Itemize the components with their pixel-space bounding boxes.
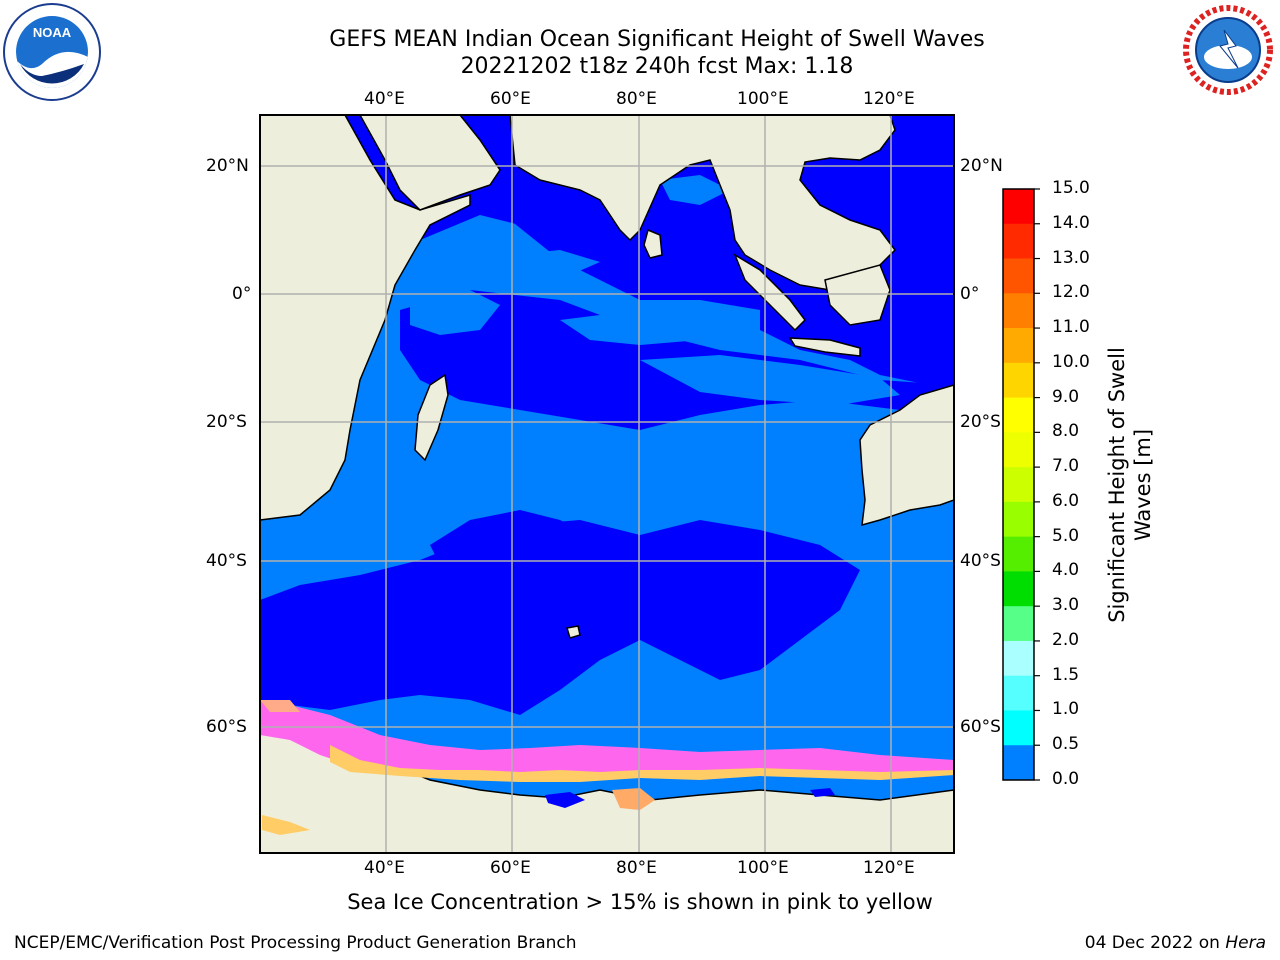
colorbar-segment — [1003, 675, 1034, 711]
land — [259, 114, 955, 854]
colorbar-segment — [1003, 501, 1034, 538]
colorbar-frame — [1002, 188, 1035, 781]
sea-ice-note-text: Sea Ice Concentration > 15% is shown in … — [347, 890, 933, 914]
host-name: Hera — [1225, 933, 1266, 953]
colorbar-segment — [1003, 571, 1034, 607]
nws-logo — [1182, 4, 1274, 96]
lat-tick-left: 20°S — [206, 412, 247, 432]
chart-subtitle: 20221202 t18z 240h fcst Max: 1.18 — [460, 54, 854, 79]
colorbar-segment — [1003, 189, 1034, 225]
colorbar — [1003, 189, 1034, 781]
colorbar-tick-label: 0.0 — [1052, 769, 1080, 789]
lon-tick-bottom: 40°E — [364, 858, 405, 878]
colorbar-segment — [1003, 397, 1034, 433]
colorbar-tick-label: 11.0 — [1052, 317, 1090, 338]
colorbar-tick-label: 15.0 — [1052, 178, 1090, 198]
lat-tick-right: 20°S — [960, 412, 1001, 432]
colorbar-title-line1: Significant Height of Swell — [1105, 347, 1129, 623]
swell-mid-patches — [410, 175, 900, 405]
colorbar-title-line2: Waves [m] — [1131, 428, 1155, 542]
lat-tick-right: 40°S — [960, 551, 1001, 571]
colorbar-tick-label: 4.0 — [1052, 560, 1080, 581]
colorbar-tick-label: 10.0 — [1052, 351, 1090, 372]
lon-tick-top: 100°E — [737, 89, 789, 109]
colorbar-tick-label: 5.0 — [1052, 525, 1080, 546]
lon-tick-top: 80°E — [616, 89, 657, 109]
date-text: 04 Dec 2022 on — [1084, 933, 1220, 953]
colorbar-segment — [1003, 467, 1034, 503]
colorbar-segment — [1003, 293, 1034, 329]
lon-tick-bottom: 120°E — [863, 858, 915, 878]
lon-tick-top: 40°E — [364, 89, 405, 109]
colorbar-tick-label: 0.5 — [1052, 734, 1080, 755]
colorbar-segment — [1003, 258, 1034, 294]
colorbar-tick-label: 1.5 — [1052, 664, 1080, 685]
colorbar-segment — [1003, 640, 1034, 677]
map-frame — [259, 114, 955, 854]
lon-tick-bottom: 60°E — [490, 858, 531, 878]
colorbar-tick-label: 7.0 — [1052, 456, 1080, 477]
lon-tick-bottom: 100°E — [737, 858, 789, 878]
lat-tick-right: 20°N — [960, 156, 1003, 176]
colorbar-segment — [1003, 710, 1034, 746]
lat-tick-left: 0° — [232, 284, 252, 304]
colorbar-tick-label: 3.0 — [1052, 595, 1080, 616]
lon-tick-top: 120°E — [863, 89, 915, 109]
colorbar-title: Significant Height of Swell Waves [m] — [1104, 347, 1156, 623]
colorbar-segment — [1003, 536, 1034, 572]
colorbar-ticks — [1034, 188, 1040, 781]
colorbar-tick-label: 14.0 — [1052, 212, 1090, 233]
colorbar-tick-label: 12.0 — [1052, 282, 1090, 303]
lat-tick-left: 20°N — [206, 156, 249, 176]
sea-ice-note: Sea Ice Concentration > 15% is shown in … — [0, 890, 1280, 914]
colorbar-segment — [1003, 328, 1034, 364]
credit-text: NCEP/EMC/Verification Post Processing Pr… — [14, 933, 577, 953]
lon-tick-bottom: 80°E — [616, 858, 657, 878]
colorbar-tick-label: 8.0 — [1052, 421, 1080, 442]
lon-tick-top: 60°E — [490, 89, 531, 109]
colorbar-tick-label: 13.0 — [1052, 247, 1090, 268]
lat-tick-right: 60°S — [960, 717, 1001, 737]
colorbar-segment — [1003, 432, 1034, 468]
date-stamp: 04 Dec 2022 on Hera — [1085, 933, 1266, 953]
colorbar-tick-label: 1.0 — [1052, 699, 1080, 720]
graticule — [260, 115, 954, 853]
chart-title: GEFS MEAN Indian Ocean Significant Heigh… — [329, 27, 985, 52]
noaa-logo: NOAA — [3, 3, 101, 101]
lat-tick-left: 40°S — [206, 551, 247, 571]
lat-tick-right: 0° — [960, 284, 980, 304]
noaa-logo-text: NOAA — [33, 25, 72, 40]
colorbar-segment — [1003, 362, 1034, 399]
colorbar-tick-label: 2.0 — [1052, 629, 1080, 650]
sea-ice — [260, 700, 954, 835]
colorbar-tick-label: 6.0 — [1052, 490, 1080, 511]
lat-tick-left: 60°S — [206, 717, 247, 737]
colorbar-tick-label: 9.0 — [1052, 386, 1080, 407]
colorbar-segment — [1003, 223, 1034, 260]
colorbar-segment — [1003, 606, 1034, 642]
colorbar-segment — [1003, 745, 1034, 781]
